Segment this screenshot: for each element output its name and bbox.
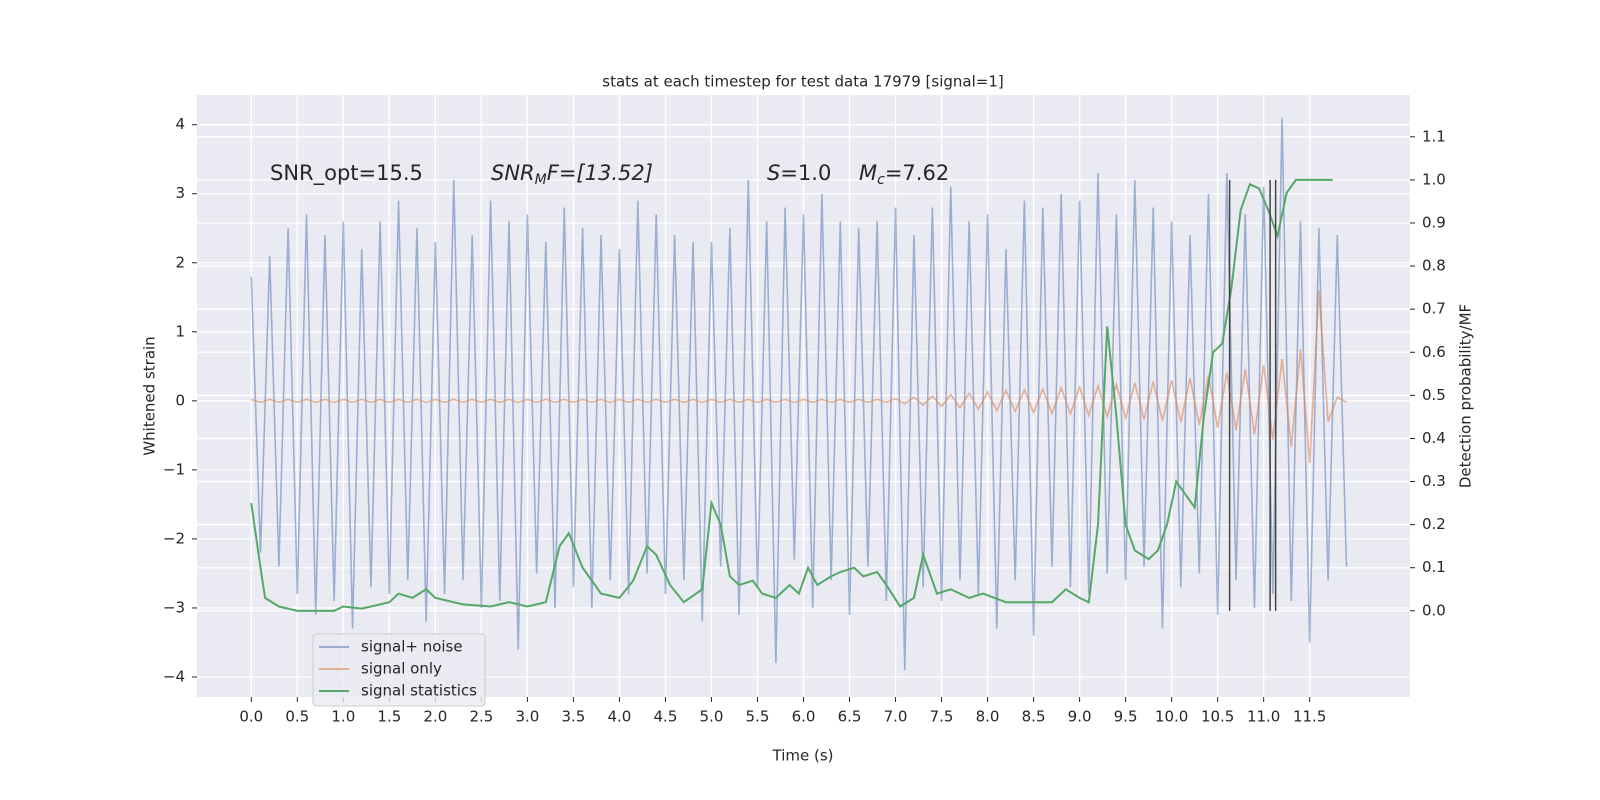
annotation: S=1.0 bbox=[767, 161, 831, 185]
x-tick-label: 3.5 bbox=[561, 708, 585, 726]
x-tick-label: 3.0 bbox=[515, 708, 539, 726]
legend: signal+ noise signal only signal statistic… bbox=[312, 633, 486, 707]
y2-tick-label: 0.4 bbox=[1422, 429, 1446, 447]
annotation-rest: F=[13.52] bbox=[547, 161, 653, 185]
annotation: SNR_opt=15.5 bbox=[270, 161, 423, 186]
annotation-sub: M bbox=[535, 172, 547, 188]
y2-tick-label: 0.2 bbox=[1422, 515, 1446, 533]
x-tick-label: 6.5 bbox=[838, 708, 862, 726]
annotation-rest: SNR_opt=15.5 bbox=[270, 161, 423, 186]
y-tick-label: −1 bbox=[163, 460, 185, 478]
legend-box bbox=[312, 633, 486, 707]
y2-axis-label: Detection probability/MF bbox=[1457, 304, 1475, 488]
x-tick-label: 7.5 bbox=[930, 708, 954, 726]
series-line bbox=[250, 178, 1333, 612]
x-tick-label: 5.5 bbox=[746, 708, 770, 726]
legend-label: signal statistics bbox=[361, 682, 477, 700]
x-tick-label: 2.0 bbox=[423, 708, 447, 726]
marks bbox=[250, 117, 1348, 671]
y-tick-label: 2 bbox=[175, 253, 185, 271]
y2-tick-label: 0.6 bbox=[1422, 343, 1446, 361]
y2-tick-label: 0.7 bbox=[1422, 300, 1446, 318]
y-tick-label: 3 bbox=[175, 184, 185, 202]
x-tick-label: 1.5 bbox=[377, 708, 401, 726]
x-tick-label: 11.5 bbox=[1293, 708, 1326, 726]
y2-tick-label: 0.0 bbox=[1422, 601, 1446, 619]
x-tick-label: 4.5 bbox=[654, 708, 678, 726]
x-tick-label: 1.0 bbox=[331, 708, 355, 726]
y-axis-label: Whitened strain bbox=[141, 336, 159, 455]
x-tick-label: 6.0 bbox=[792, 708, 816, 726]
y-tick-label: −4 bbox=[163, 667, 185, 685]
grid bbox=[197, 95, 1410, 697]
x-tick-label: 8.5 bbox=[1022, 708, 1046, 726]
annotation-base: SNR bbox=[491, 161, 535, 185]
annotation-base: S bbox=[767, 161, 780, 185]
chart-title: stats at each timestep for test data 179… bbox=[602, 73, 1003, 91]
legend-label: signal+ noise bbox=[361, 638, 463, 656]
y2-tick-label: 1.1 bbox=[1422, 127, 1446, 145]
annotation-sub: c bbox=[877, 172, 885, 188]
x-tick-label: 8.0 bbox=[976, 708, 1000, 726]
x-tick-label: 9.5 bbox=[1114, 708, 1138, 726]
x-tick-label: 2.5 bbox=[469, 708, 493, 726]
annotation: SNRMF=[13.52] bbox=[491, 161, 653, 188]
y-tick-label: 0 bbox=[175, 391, 185, 409]
annotation: Mc=7.62 bbox=[859, 161, 949, 188]
x-tick-label: 9.0 bbox=[1068, 708, 1092, 726]
y-tick-label: −3 bbox=[163, 598, 185, 616]
x-tick-label: 7.0 bbox=[884, 708, 908, 726]
series-line bbox=[251, 290, 1347, 464]
y2-tick-label: 0.1 bbox=[1422, 558, 1446, 576]
legend-label: signal only bbox=[361, 660, 442, 678]
x-tick-label: 4.0 bbox=[608, 708, 632, 726]
x-axis-label: Time (s) bbox=[772, 747, 834, 765]
annotation-rest: =1.0 bbox=[780, 161, 831, 185]
y-tick-label: −2 bbox=[163, 529, 185, 547]
y2-tick-label: 0.8 bbox=[1422, 257, 1446, 275]
annotation-base: M bbox=[859, 161, 877, 185]
x-tick-label: 11.0 bbox=[1247, 708, 1280, 726]
x-tick-label: 10.5 bbox=[1201, 708, 1234, 726]
y2-tick-label: 0.3 bbox=[1422, 472, 1446, 490]
x-tick-label: 0.0 bbox=[239, 708, 263, 726]
y2-tick-label: 0.5 bbox=[1422, 386, 1446, 404]
x-tick-label: 0.5 bbox=[285, 708, 309, 726]
y-tick-label: 4 bbox=[175, 115, 185, 133]
series-line bbox=[250, 117, 1348, 671]
x-tick-label: 10.0 bbox=[1155, 708, 1188, 726]
y-tick-label: 1 bbox=[175, 322, 185, 340]
annotation-rest: =7.62 bbox=[885, 161, 949, 185]
y2-tick-label: 0.9 bbox=[1422, 213, 1446, 231]
y2-tick-label: 1.0 bbox=[1422, 170, 1446, 188]
x-tick-label: 5.0 bbox=[700, 708, 724, 726]
